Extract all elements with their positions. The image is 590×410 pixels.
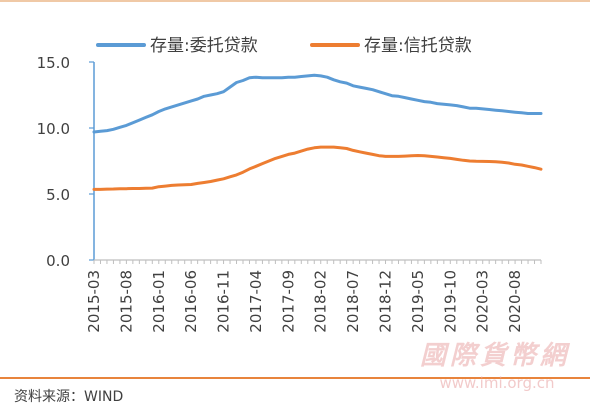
x-tick-label: 2020-03	[474, 270, 492, 333]
x-tick-label: 2017-04	[247, 270, 265, 333]
x-tick-label: 2018-12	[377, 270, 395, 333]
y-tick-label: 0.0	[46, 252, 70, 270]
series-line-2	[92, 145, 543, 191]
x-tick-label: 2018-02	[312, 270, 330, 333]
watermark-url: www.imi.org.cn	[439, 374, 554, 392]
y-tick-label: 5.0	[46, 186, 70, 204]
y-tick-label: 10.0	[37, 120, 70, 138]
series-lines	[92, 73, 543, 191]
x-tick-label: 2016-11	[215, 270, 233, 333]
x-axis: 2015-03 2015-08 2016-01 2016-06 2016-11 2017-…	[85, 259, 542, 333]
x-tick-label: 2019-10	[441, 270, 459, 333]
x-tick-label: 2015-03	[85, 270, 103, 333]
y-tick-label: 15.0	[37, 54, 70, 72]
y-axis: 15.0 10.0 5.0 0.0	[37, 54, 95, 270]
bottom-rule	[0, 377, 590, 379]
x-tick-label: 2018-07	[344, 270, 362, 333]
watermark-logo: 國際貨幣網 www.imi.org.cn	[420, 341, 571, 392]
watermark-title: 國際貨幣網	[420, 341, 571, 371]
x-tick-label: 2016-01	[150, 270, 168, 333]
x-tick-label: 2019-05	[409, 270, 427, 333]
x-tick-label: 2015-08	[117, 270, 135, 333]
x-tick-label: 2017-09	[279, 270, 297, 333]
x-tick-label: 2016-06	[182, 270, 200, 333]
x-tick-label: 2020-08	[506, 270, 524, 333]
line-chart: 存量:委托贷款 存量:信托贷款 15.010.05.00.0 2015-03 201…	[37, 36, 543, 333]
legend-label-2: 存量:信托贷款	[364, 36, 472, 56]
source-note: 资料来源：WIND	[14, 389, 124, 405]
legend: 存量:委托贷款 存量:信托贷款	[96, 36, 472, 56]
legend-label-1: 存量:委托贷款	[150, 36, 258, 56]
top-rule	[0, 0, 590, 2]
series-line-1	[92, 73, 543, 134]
